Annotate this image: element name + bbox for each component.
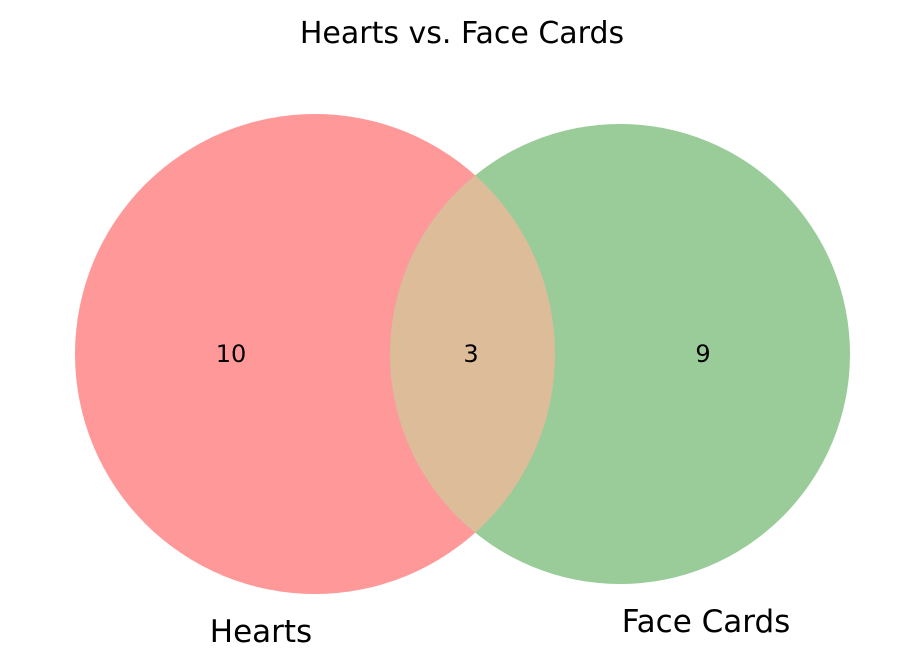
- intersection-count: 3: [463, 340, 478, 368]
- diagram-title: Hearts vs. Face Cards: [300, 16, 624, 51]
- hearts-only-count: 10: [216, 340, 247, 368]
- intersection-region: [390, 124, 555, 584]
- hearts-set-label: Hearts: [210, 614, 312, 650]
- face-cards-set-label: Face Cards: [622, 604, 791, 640]
- face-cards-only-count: 9: [695, 340, 710, 368]
